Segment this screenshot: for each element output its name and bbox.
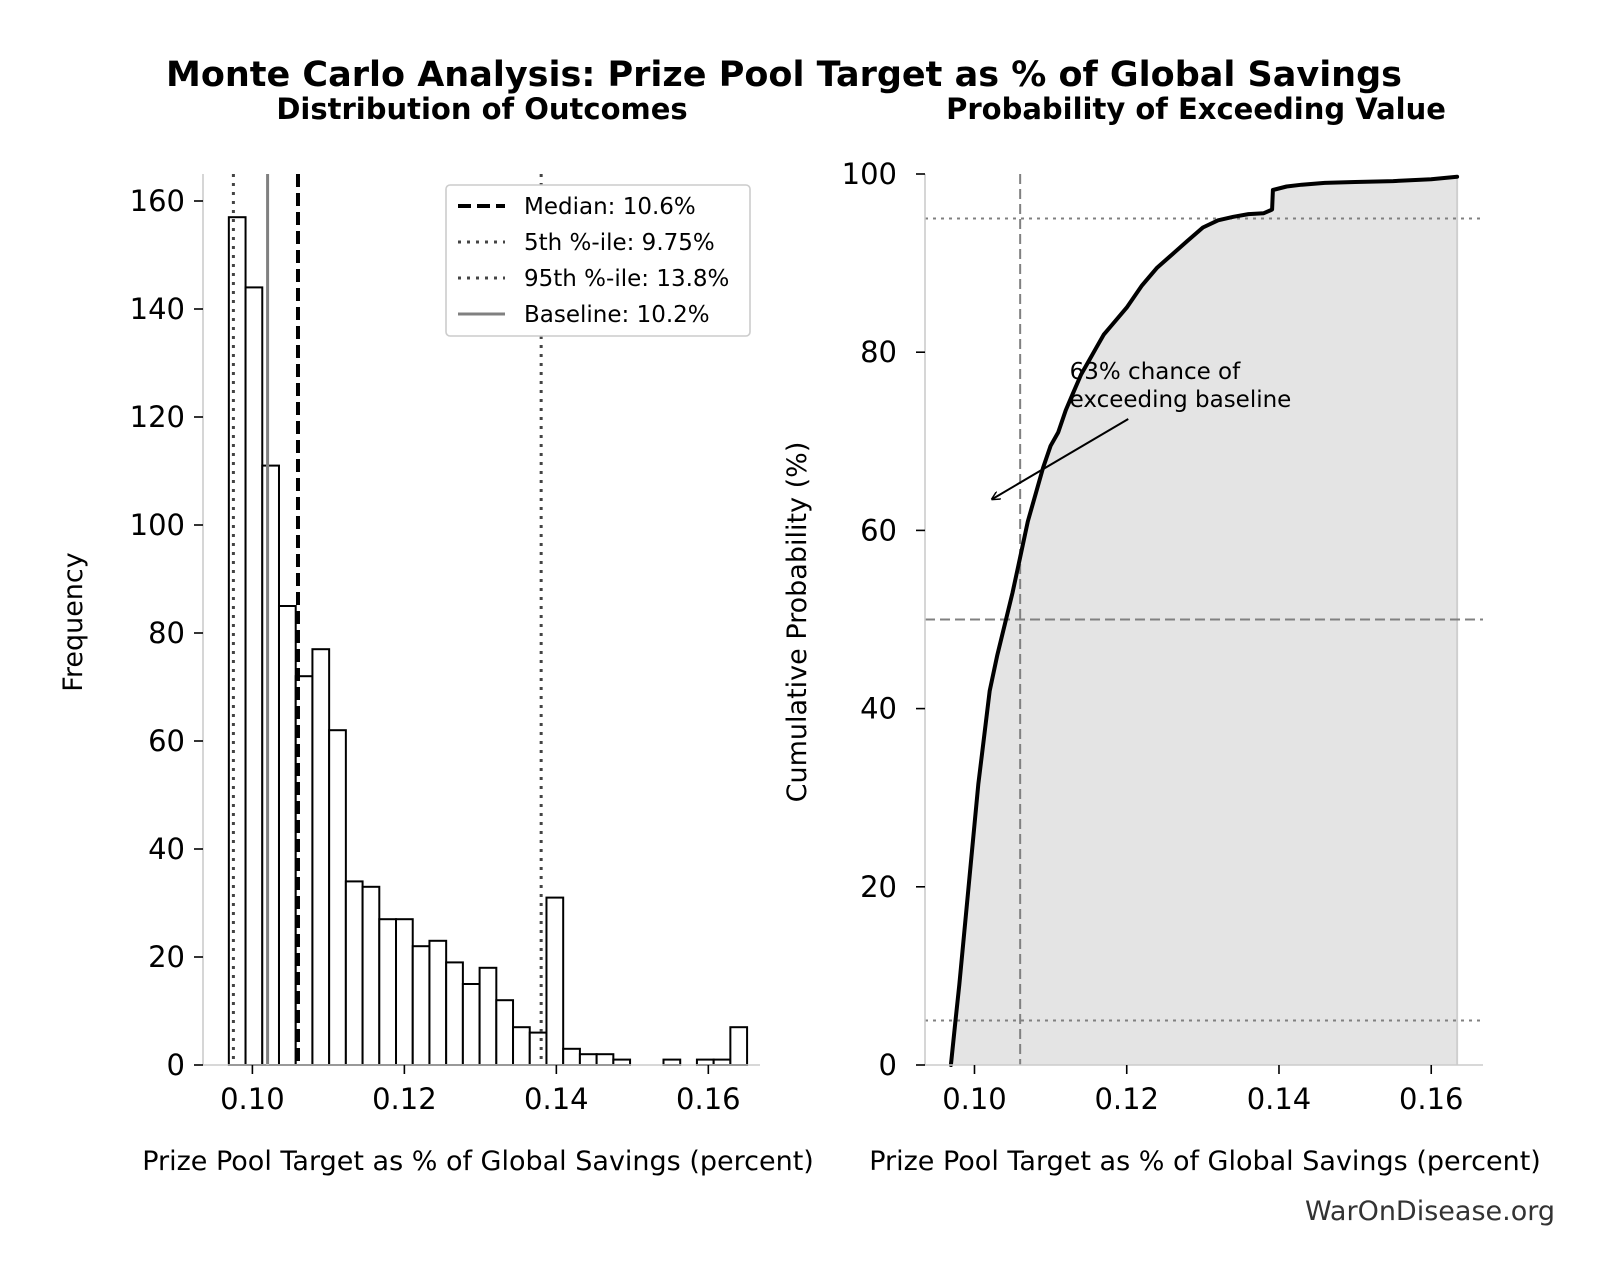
histogram-panel: Distribution of Outcomes 0 20 40 60 80 100 120… [58, 92, 814, 1177]
legend-label-baseline: Baseline: 10.2% [524, 302, 710, 328]
legend-label-p95: 95th %-ile: 13.8% [524, 266, 729, 292]
histogram-bar [545, 896, 565, 1066]
histogram-bar [612, 1058, 632, 1066]
y-tick-label: 100 [130, 508, 185, 542]
histogram-bar [578, 1053, 598, 1066]
y-tick-label: 40 [148, 832, 185, 866]
figure-title: Monte Carlo Analysis: Prize Pool Target … [166, 55, 1402, 95]
y-tick-label: 40 [860, 692, 897, 726]
annotation-line-1: 63% chance of [1070, 359, 1242, 385]
histogram-bar [361, 885, 381, 1066]
histogram-bar [595, 1053, 615, 1066]
histogram-axes: 0 20 40 60 80 100 120 140 160 0.10 0.12 0.14 0.16 [130, 174, 760, 1116]
y-tick-label: 80 [148, 616, 185, 650]
y-tick-label: 160 [130, 184, 185, 218]
x-tick-label: 0.14 [1247, 1082, 1312, 1116]
histogram-bar [712, 1058, 732, 1066]
cdf-reference-lines [925, 174, 1483, 1065]
cdf-y-axis-label: Cumulative Probability (%) [782, 442, 813, 803]
histogram-bar [261, 464, 280, 1067]
histogram-bar [428, 939, 448, 1066]
y-tick-label: 80 [860, 335, 897, 369]
cdf-title: Probability of Exceeding Value [946, 92, 1446, 126]
cdf-axes: 0 20 40 60 80 100 0.10 0.12 0.14 0.16 [842, 157, 1483, 1116]
y-tick-label: 0 [879, 1048, 897, 1082]
y-tick-label: 100 [842, 157, 897, 191]
histogram-bar [378, 918, 398, 1067]
x-tick-label: 0.16 [676, 1082, 741, 1116]
cdf-curve-group [948, 174, 1460, 1067]
cdf-fill-area [950, 176, 1459, 1065]
cdf-x-axis-label: Prize Pool Target as % of Global Savings… [869, 1146, 1541, 1177]
y-tick-label: 60 [148, 724, 185, 758]
histogram-y-axis-label: Frequency [58, 552, 89, 692]
cdf-annotation: 63% chance of exceeding baseline [992, 359, 1291, 499]
histogram-bar [395, 918, 414, 1067]
x-tick-label: 0.10 [942, 1082, 1007, 1116]
histogram-bar [528, 1031, 548, 1066]
histogram-bar [495, 999, 515, 1067]
x-tick-label: 0.10 [220, 1082, 285, 1116]
histogram-bar [227, 216, 247, 1066]
histogram-reference-lines [231, 174, 543, 1065]
y-tick-label: 20 [860, 870, 897, 904]
histogram-bar [328, 729, 347, 1066]
histogram-bars [227, 216, 749, 1067]
histogram-title: Distribution of Outcomes [276, 92, 687, 126]
histogram-bar [562, 1047, 581, 1067]
y-tick-label: 60 [860, 513, 897, 547]
y-tick-label: 0 [167, 1048, 185, 1082]
legend-frame [445, 184, 751, 337]
annotation-line-2: exceeding baseline [1070, 387, 1292, 413]
x-tick-label: 0.12 [1094, 1082, 1159, 1116]
y-tick-label: 120 [130, 400, 185, 434]
histogram-bar [729, 1026, 749, 1066]
watermark: WarOnDisease.org [1305, 1196, 1555, 1227]
histogram-bar [695, 1058, 715, 1066]
histogram-bar [478, 966, 498, 1066]
y-tick-label: 140 [130, 292, 185, 326]
histogram-bar [311, 648, 331, 1066]
y-tick-label: 20 [148, 940, 185, 974]
histogram-bar [512, 1026, 531, 1066]
histogram-bar [662, 1058, 682, 1066]
histogram-bar [445, 961, 464, 1067]
histogram-bar [277, 605, 297, 1066]
legend-label-p5: 5th %-ile: 9.75% [524, 230, 715, 256]
histogram-legend: Median: 10.6% 5th %-ile: 9.75% 95th %-il… [445, 184, 751, 337]
annotation-arrow [992, 418, 1129, 499]
cdf-panel: Probability of Exceeding Value 0 20 40 60 80… [782, 92, 1541, 1177]
x-tick-label: 0.14 [524, 1082, 589, 1116]
cdf-curve [948, 174, 1460, 1067]
histogram-x-axis-label: Prize Pool Target as % of Global Savings… [142, 1146, 814, 1177]
annotation-text: 63% chance of exceeding baseline [1070, 359, 1292, 413]
histogram-bar [244, 286, 264, 1066]
x-tick-label: 0.12 [372, 1082, 437, 1116]
x-tick-label: 0.16 [1399, 1082, 1464, 1116]
histogram-bar [344, 880, 364, 1067]
cdf-fill [950, 176, 1458, 1065]
legend-label-median: Median: 10.6% [524, 194, 696, 220]
histogram-bar [461, 983, 481, 1066]
histogram-bar [411, 945, 431, 1067]
